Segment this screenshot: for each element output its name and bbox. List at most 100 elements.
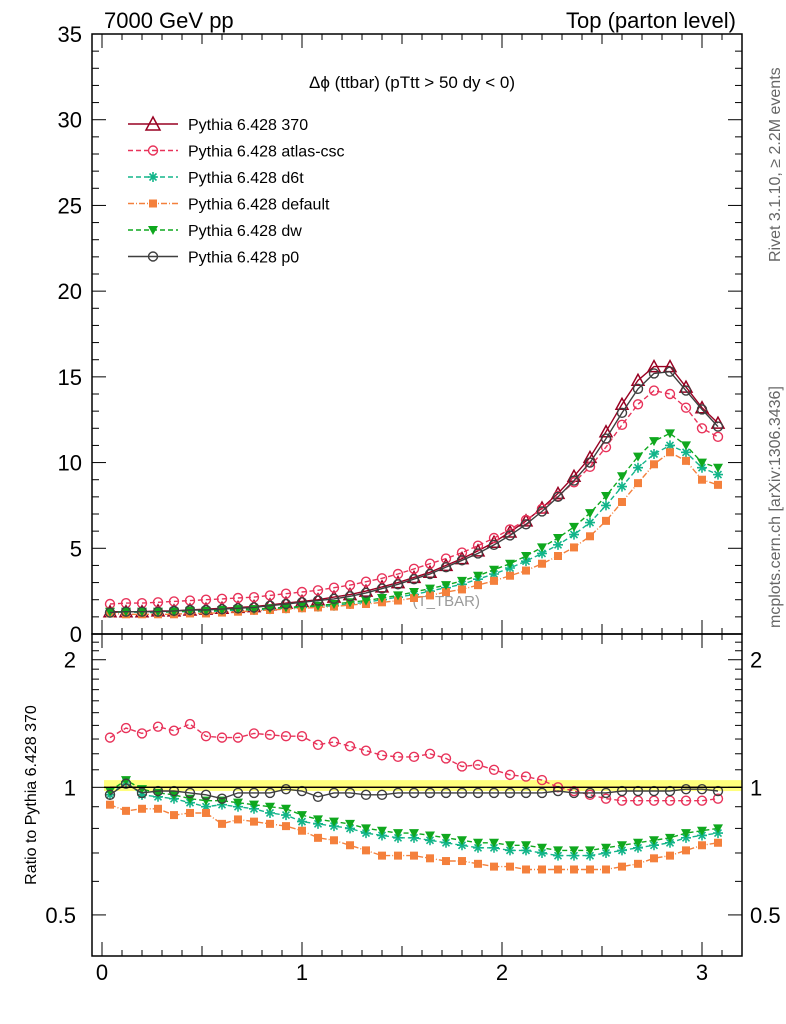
data-point bbox=[152, 606, 164, 617]
data-point bbox=[618, 498, 626, 506]
data-point bbox=[474, 859, 482, 868]
data-point bbox=[665, 440, 675, 451]
data-point bbox=[505, 841, 515, 851]
data-point bbox=[280, 598, 292, 610]
data-point bbox=[137, 789, 147, 800]
data-point bbox=[393, 591, 403, 601]
data-point bbox=[394, 851, 402, 860]
main-ytick-label: 10 bbox=[58, 451, 82, 476]
data-point bbox=[344, 787, 356, 799]
data-point bbox=[312, 585, 324, 596]
data-point bbox=[424, 787, 436, 799]
data-point bbox=[633, 462, 643, 473]
data-point bbox=[328, 582, 340, 593]
data-point bbox=[280, 588, 292, 599]
data-point bbox=[472, 548, 484, 559]
legend-item: Pythia 6.428 dw bbox=[128, 223, 302, 240]
data-point bbox=[120, 778, 132, 789]
data-point bbox=[104, 607, 116, 618]
data-point bbox=[410, 594, 418, 602]
data-point bbox=[442, 588, 450, 596]
data-point bbox=[154, 804, 162, 813]
data-point bbox=[392, 751, 404, 763]
data-point bbox=[168, 785, 180, 797]
main-ytick-label: 15 bbox=[58, 365, 82, 390]
data-point bbox=[601, 500, 611, 511]
data-point bbox=[456, 761, 468, 772]
data-point bbox=[344, 741, 356, 752]
data-point bbox=[248, 591, 260, 603]
series-main-1 bbox=[104, 385, 724, 610]
data-point bbox=[120, 606, 132, 617]
data-point bbox=[553, 539, 563, 550]
data-point bbox=[360, 576, 372, 587]
ratio-ylabel: Ratio to Pythia 6.428 370 bbox=[23, 705, 40, 885]
data-point bbox=[504, 530, 516, 541]
data-point bbox=[472, 759, 484, 771]
data-point bbox=[265, 802, 275, 812]
data-point bbox=[601, 492, 611, 501]
data-point bbox=[136, 787, 148, 799]
data-point bbox=[422, 564, 438, 579]
data-point bbox=[296, 785, 308, 797]
data-point bbox=[392, 787, 404, 799]
data-point bbox=[504, 524, 516, 535]
data-point bbox=[585, 517, 595, 528]
data-point bbox=[602, 865, 610, 874]
data-point bbox=[280, 731, 292, 742]
data-point bbox=[586, 865, 594, 874]
data-point bbox=[441, 581, 451, 591]
data-point bbox=[346, 841, 354, 850]
data-point bbox=[617, 481, 627, 492]
data-point bbox=[598, 424, 614, 438]
data-point bbox=[297, 811, 307, 821]
legend-item: Pythia 6.428 370 bbox=[128, 115, 308, 134]
data-point bbox=[169, 607, 179, 617]
data-point bbox=[632, 383, 644, 395]
data-point bbox=[682, 456, 690, 465]
data-point bbox=[680, 795, 692, 806]
data-point bbox=[713, 463, 723, 473]
data-point bbox=[138, 804, 146, 813]
data-point bbox=[600, 787, 612, 799]
data-point bbox=[148, 172, 158, 182]
data-point bbox=[200, 731, 212, 742]
data-point bbox=[585, 509, 595, 519]
data-point bbox=[712, 785, 724, 797]
data-point bbox=[200, 789, 212, 801]
series-ratio-3 bbox=[106, 800, 722, 874]
data-point bbox=[312, 739, 324, 750]
data-point bbox=[633, 838, 643, 848]
data-point bbox=[409, 588, 419, 597]
series-line bbox=[109, 781, 719, 857]
data-point bbox=[328, 787, 340, 799]
legend-item: Pythia 6.428 atlas-csc bbox=[128, 144, 345, 161]
data-point bbox=[633, 842, 643, 853]
data-point bbox=[712, 431, 724, 443]
data-point bbox=[696, 423, 708, 434]
main-ytick-label: 35 bbox=[58, 22, 82, 47]
data-point bbox=[553, 846, 563, 856]
data-point bbox=[681, 447, 691, 458]
data-point bbox=[440, 753, 452, 764]
data-point bbox=[216, 793, 228, 804]
data-point bbox=[217, 606, 227, 615]
data-point bbox=[522, 566, 530, 575]
data-point bbox=[586, 532, 594, 541]
data-point bbox=[537, 548, 547, 559]
data-point bbox=[456, 787, 468, 799]
data-point bbox=[424, 568, 436, 580]
data-point bbox=[217, 796, 227, 806]
data-point bbox=[457, 576, 467, 586]
data-point bbox=[248, 602, 260, 613]
data-point bbox=[488, 532, 500, 544]
data-point bbox=[438, 557, 454, 572]
data-point bbox=[554, 865, 562, 874]
data-point bbox=[616, 419, 628, 431]
data-point bbox=[409, 829, 419, 839]
data-point bbox=[634, 479, 642, 488]
data-point bbox=[634, 859, 642, 868]
data-point bbox=[184, 718, 196, 730]
data-point bbox=[601, 843, 611, 853]
data-point bbox=[201, 606, 211, 616]
